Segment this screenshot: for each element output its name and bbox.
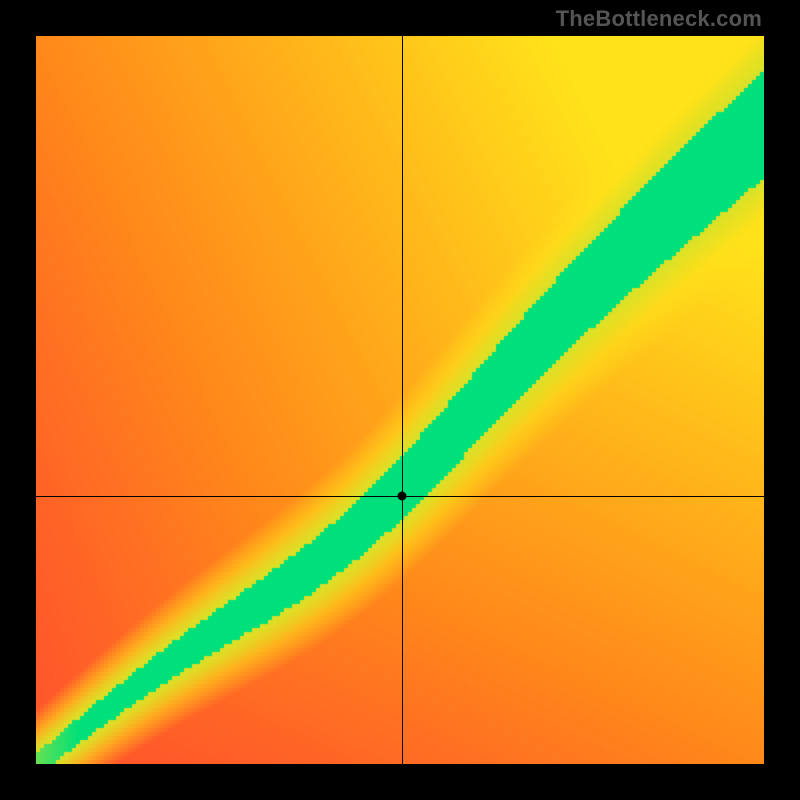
heatmap-plot <box>36 36 764 764</box>
watermark-text: TheBottleneck.com <box>556 6 762 32</box>
plot-frame <box>36 36 764 764</box>
chart-container: TheBottleneck.com <box>0 0 800 800</box>
heatmap-canvas <box>36 36 764 764</box>
crosshair-vertical <box>402 36 403 764</box>
crosshair-marker <box>398 492 407 501</box>
